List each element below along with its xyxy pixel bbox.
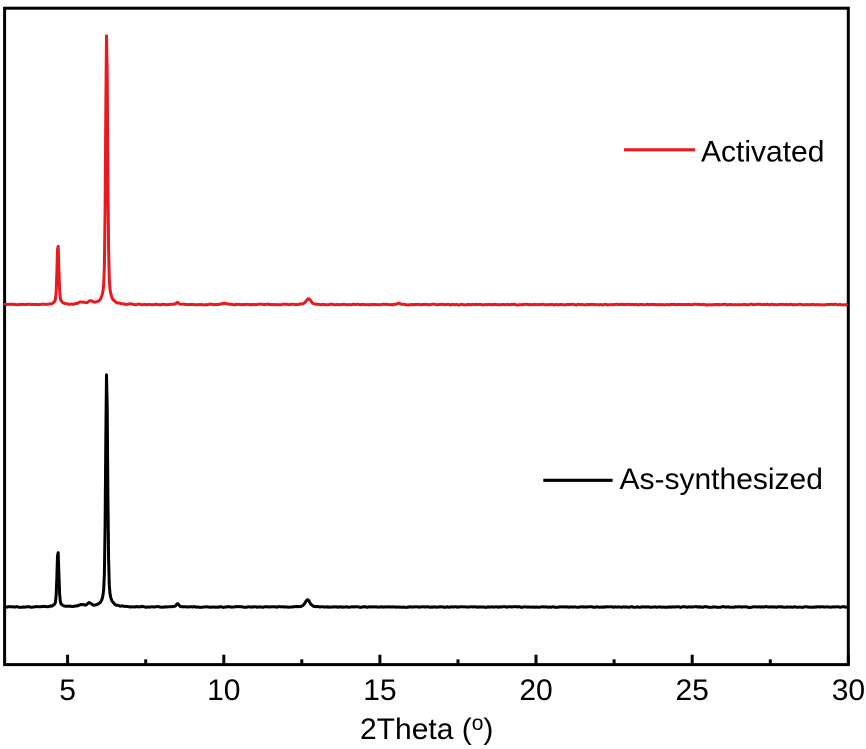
- svg-text:5: 5: [59, 674, 76, 707]
- svg-text:Activated: Activated: [701, 136, 824, 169]
- svg-text:As-synthesized: As-synthesized: [620, 463, 823, 496]
- svg-text:2Theta (o): 2Theta (o): [360, 712, 493, 746]
- svg-text:15: 15: [363, 674, 396, 707]
- svg-text:30: 30: [832, 674, 865, 707]
- svg-text:25: 25: [676, 674, 709, 707]
- svg-text:10: 10: [207, 674, 240, 707]
- svg-text:20: 20: [519, 674, 552, 707]
